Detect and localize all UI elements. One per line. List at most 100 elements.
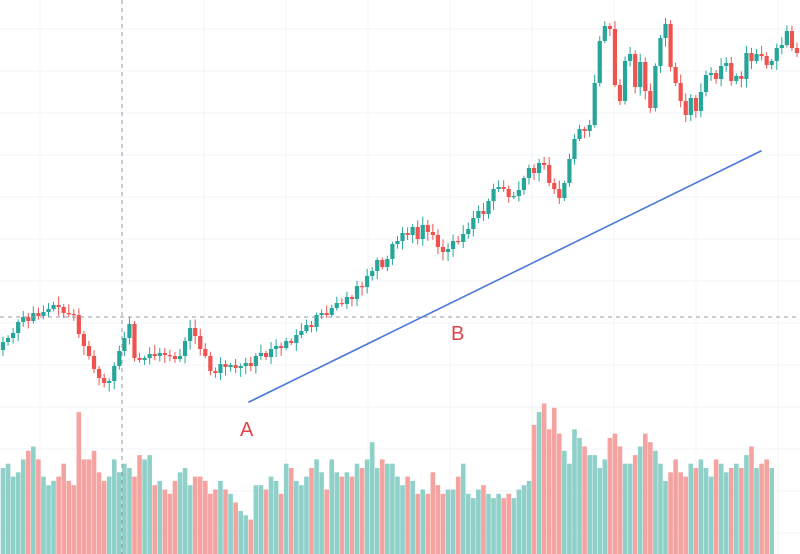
- candle-body: [152, 354, 157, 356]
- volume-bar: [187, 485, 193, 554]
- volume-bar: [455, 476, 461, 554]
- volume-bar: [309, 468, 314, 554]
- volume-bar: [10, 476, 16, 554]
- candle-body: [693, 98, 698, 111]
- volume-bar: [162, 489, 168, 554]
- volume-bar: [106, 476, 112, 554]
- volume-bar: [486, 493, 491, 554]
- candle-body: [11, 333, 16, 338]
- volume-bar: [744, 455, 749, 554]
- candle-body: [688, 98, 693, 115]
- volume-bar: [536, 412, 542, 554]
- candle-body: [501, 187, 506, 189]
- volume-bar: [582, 446, 587, 554]
- candle-body: [643, 62, 648, 91]
- candle-body: [142, 358, 147, 360]
- candle-body: [622, 61, 628, 101]
- volume-bar: [137, 455, 142, 554]
- candle-body: [395, 241, 400, 244]
- candle-body: [708, 73, 714, 75]
- candle-body: [713, 73, 719, 79]
- candle-body: [375, 260, 380, 271]
- volume-bar: [5, 463, 11, 554]
- candle-body: [102, 378, 107, 383]
- candle-body: [107, 381, 112, 383]
- volume-bar: [617, 446, 623, 554]
- candle-body: [51, 305, 56, 309]
- candle-body: [147, 354, 152, 358]
- volume-bar: [197, 476, 203, 554]
- candle-body: [354, 286, 360, 299]
- volume-bar: [66, 480, 72, 554]
- volume-bar: [501, 498, 506, 554]
- candle-body: [557, 189, 562, 198]
- candle-body: [749, 53, 754, 61]
- candle-body: [435, 235, 441, 247]
- volume-bar: [642, 433, 648, 554]
- volume-bar: [349, 476, 355, 554]
- volume-bar: [420, 489, 426, 554]
- candle-body: [41, 312, 46, 316]
- volume-bar: [258, 485, 264, 554]
- candle-body: [370, 271, 375, 276]
- candle-body: [21, 317, 26, 322]
- candle-body: [658, 38, 663, 66]
- candle-body: [359, 286, 365, 288]
- volume-bar: [572, 429, 577, 554]
- candle-body: [132, 324, 137, 358]
- volume-bar: [324, 489, 329, 554]
- volume-bar: [764, 459, 769, 554]
- candle-body: [238, 366, 243, 368]
- candle-body: [734, 76, 739, 81]
- candle-body: [122, 338, 127, 351]
- volume-bar: [253, 485, 259, 554]
- volume-bar: [122, 463, 127, 554]
- volume-bar: [627, 463, 633, 554]
- volume-bar: [405, 476, 410, 554]
- volume-bar: [476, 489, 481, 554]
- candle-body: [309, 325, 314, 327]
- volume-bar: [713, 459, 719, 554]
- volume-bar: [192, 476, 198, 554]
- volume-bar: [51, 480, 56, 554]
- candle-body: [26, 317, 31, 321]
- candle-body: [754, 54, 759, 61]
- candle-body: [137, 358, 142, 360]
- point-b-label: B: [451, 323, 464, 345]
- volume-bar: [243, 515, 249, 554]
- candle-body: [506, 189, 511, 197]
- volume-bar: [218, 480, 223, 554]
- candle-body: [329, 308, 334, 315]
- volume-bar: [577, 437, 582, 554]
- candle-body: [5, 338, 11, 342]
- volume-bar: [546, 429, 552, 554]
- candle-body: [481, 211, 486, 214]
- volume-bar: [678, 472, 683, 554]
- volume-bar: [688, 463, 694, 554]
- volume-bar: [334, 472, 340, 554]
- candle-body: [213, 371, 218, 373]
- volume-bar: [637, 446, 643, 554]
- candle-body: [784, 31, 789, 45]
- volume-bar: [344, 472, 350, 554]
- volume-bar: [288, 468, 294, 554]
- volume-bar: [658, 463, 663, 554]
- candle-body: [521, 178, 526, 190]
- candle-body: [729, 63, 734, 81]
- volume-bar: [526, 480, 532, 554]
- volume-bar: [607, 437, 613, 554]
- candle-body: [81, 334, 87, 346]
- volume-bar: [167, 493, 173, 554]
- volume-bar: [718, 463, 724, 554]
- volume-bar: [96, 472, 102, 554]
- volume-bar: [142, 459, 147, 554]
- volume-bar: [61, 463, 66, 554]
- volume-bar: [354, 463, 360, 554]
- volume-bar: [117, 472, 122, 554]
- candle-body: [182, 341, 188, 356]
- trendline[interactable]: [248, 150, 762, 403]
- volume-bar: [632, 455, 638, 554]
- volume-bar: [101, 480, 107, 554]
- volume-bar: [759, 463, 764, 554]
